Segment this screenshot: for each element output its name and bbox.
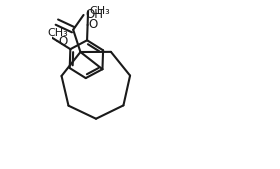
Text: CH₃: CH₃ [89, 6, 110, 16]
Text: OH: OH [85, 8, 103, 21]
Text: O: O [89, 18, 98, 31]
Text: CH₃: CH₃ [47, 28, 68, 38]
Text: O: O [59, 34, 68, 47]
